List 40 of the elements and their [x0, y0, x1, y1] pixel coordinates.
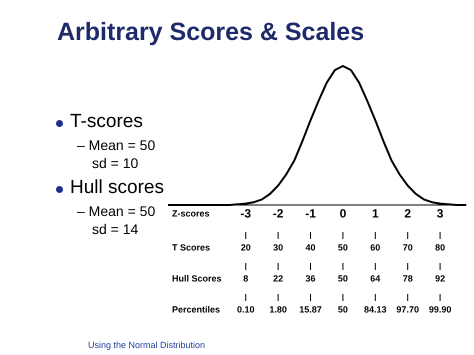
- text: 64: [370, 273, 380, 284]
- text: 92: [435, 273, 446, 284]
- x-tick-label: -1: [305, 206, 316, 221]
- text: 0.10: [236, 304, 255, 314]
- text: T Scores: [172, 242, 210, 252]
- x-axis-title: Z-scores: [172, 208, 210, 218]
- text: sd = 14: [92, 220, 138, 238]
- text: 80: [435, 242, 446, 252]
- text: 70: [402, 242, 413, 252]
- text: 40: [306, 242, 316, 252]
- x-tick-label: 2: [404, 206, 412, 221]
- text: Percentiles: [172, 304, 220, 314]
- text: 1.80: [269, 304, 287, 314]
- text: 50: [338, 304, 348, 314]
- x-tick-label: 0: [340, 206, 347, 221]
- text: 97.70: [396, 304, 419, 314]
- text: Using the Normal Distribution: [88, 340, 206, 350]
- x-tick-label: -3: [240, 206, 252, 221]
- text: 36: [306, 273, 316, 284]
- text: – Mean = 50: [77, 202, 156, 220]
- x-tick-label: 1: [372, 206, 379, 221]
- text: 99.90: [428, 304, 452, 314]
- text: 50: [338, 242, 348, 252]
- text: 8: [243, 273, 248, 284]
- text: sd = 10: [92, 154, 138, 172]
- text: 15.87: [299, 304, 322, 314]
- text: Hull scores: [70, 177, 164, 199]
- text: 20: [240, 242, 251, 252]
- text: 78: [402, 273, 413, 284]
- text: 60: [370, 242, 380, 252]
- chart-title: Arbitrary Scores & Scales: [57, 18, 364, 47]
- text: 30: [273, 242, 284, 252]
- text: 22: [273, 273, 284, 284]
- text: T-scores: [70, 111, 143, 133]
- x-tick-label: -2: [272, 206, 284, 221]
- text: 50: [338, 273, 348, 284]
- text: Hull Scores: [172, 273, 222, 284]
- text: 84.13: [364, 304, 387, 314]
- x-tick-label: 3: [436, 206, 444, 221]
- text: – Mean = 50: [77, 136, 156, 154]
